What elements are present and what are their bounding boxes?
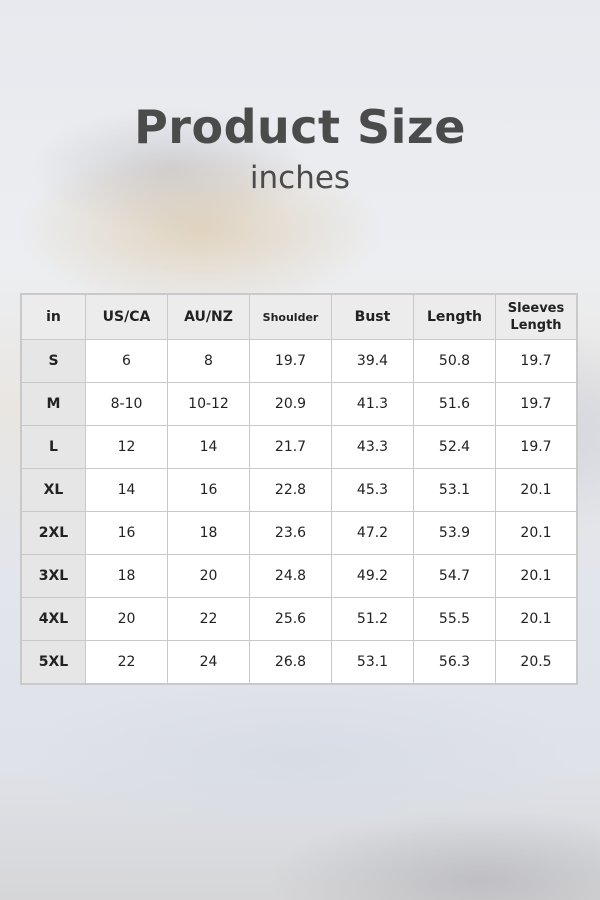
- column-header: in: [20, 293, 86, 340]
- table-cell: 19.7: [495, 425, 578, 469]
- table-cell: 10-12: [167, 382, 250, 426]
- table-cell: 20.1: [495, 597, 578, 641]
- table-cell: 20.5: [495, 640, 578, 685]
- table-cell: 39.4: [331, 339, 414, 383]
- table-cell: 22: [167, 597, 250, 641]
- column-header: Bust: [331, 293, 414, 340]
- table-cell: 6: [85, 339, 168, 383]
- table-cell: 20.9: [249, 382, 332, 426]
- column-header: Shoulder: [249, 293, 332, 340]
- size-label: S: [20, 339, 86, 383]
- size-label: XL: [20, 468, 86, 512]
- table-cell: 56.3: [413, 640, 496, 685]
- column-header: Sleeves Length: [495, 293, 578, 340]
- unit-subtitle: inches: [249, 160, 351, 196]
- table-row: 5XL 22 24 26.8 53.1 56.3 20.5: [20, 640, 578, 685]
- table-cell: 16: [167, 468, 250, 512]
- table-cell: 14: [167, 425, 250, 469]
- table-cell: 52.4: [413, 425, 496, 469]
- table-cell: 24: [167, 640, 250, 685]
- table-cell: 20.1: [495, 511, 578, 555]
- table-row: S 6 8 19.7 39.4 50.8 19.7: [20, 339, 578, 383]
- table-cell: 18: [167, 511, 250, 555]
- table-cell: 20: [85, 597, 168, 641]
- size-label: 3XL: [20, 554, 86, 598]
- table-cell: 20: [167, 554, 250, 598]
- table-cell: 20.1: [495, 554, 578, 598]
- table-cell: 47.2: [331, 511, 414, 555]
- table-cell: 50.8: [413, 339, 496, 383]
- column-header: AU/NZ: [167, 293, 250, 340]
- table-cell: 16: [85, 511, 168, 555]
- table-cell: 14: [85, 468, 168, 512]
- table-cell: 18: [85, 554, 168, 598]
- table-cell: 20.1: [495, 468, 578, 512]
- table-cell: 51.2: [331, 597, 414, 641]
- table-cell: 21.7: [249, 425, 332, 469]
- table-row: 3XL 18 20 24.8 49.2 54.7 20.1: [20, 554, 578, 598]
- table-cell: 25.6: [249, 597, 332, 641]
- table-cell: 45.3: [331, 468, 414, 512]
- table-row: L 12 14 21.7 43.3 52.4 19.7: [20, 425, 578, 469]
- header-row: in US/CA AU/NZ Shoulder Bust Length Sleeves Le…: [20, 293, 578, 340]
- table-row: M 8-10 10-12 20.9 41.3 51.6 19.7: [20, 382, 578, 426]
- table-cell: 22.8: [249, 468, 332, 512]
- size-label: L: [20, 425, 86, 469]
- table-cell: 8: [167, 339, 250, 383]
- table-cell: 24.8: [249, 554, 332, 598]
- table-cell: 26.8: [249, 640, 332, 685]
- page-title: Product Size: [134, 100, 466, 154]
- table-cell: 53.1: [413, 468, 496, 512]
- size-label: 2XL: [20, 511, 86, 555]
- size-chart-table: in US/CA AU/NZ Shoulder Bust Length Sleeves Le…: [20, 293, 578, 685]
- table-cell: 51.6: [413, 382, 496, 426]
- table-cell: 54.7: [413, 554, 496, 598]
- table-cell: 53.1: [331, 640, 414, 685]
- table-cell: 22: [85, 640, 168, 685]
- table-row: XL 14 16 22.8 45.3 53.1 20.1: [20, 468, 578, 512]
- table-cell: 41.3: [331, 382, 414, 426]
- table-cell: 19.7: [249, 339, 332, 383]
- table-cell: 19.7: [495, 382, 578, 426]
- table-cell: 53.9: [413, 511, 496, 555]
- size-label: 4XL: [20, 597, 86, 641]
- table-row: 4XL 20 22 25.6 51.2 55.5 20.1: [20, 597, 578, 641]
- size-label: M: [20, 382, 86, 426]
- table-cell: 49.2: [331, 554, 414, 598]
- table-cell: 19.7: [495, 339, 578, 383]
- table-cell: 43.3: [331, 425, 414, 469]
- size-label: 5XL: [20, 640, 86, 685]
- table-row: 2XL 16 18 23.6 47.2 53.9 20.1: [20, 511, 578, 555]
- column-header: Length: [413, 293, 496, 340]
- table-cell: 23.6: [249, 511, 332, 555]
- table-cell: 12: [85, 425, 168, 469]
- table-cell: 55.5: [413, 597, 496, 641]
- column-header: US/CA: [85, 293, 168, 340]
- table-cell: 8-10: [85, 382, 168, 426]
